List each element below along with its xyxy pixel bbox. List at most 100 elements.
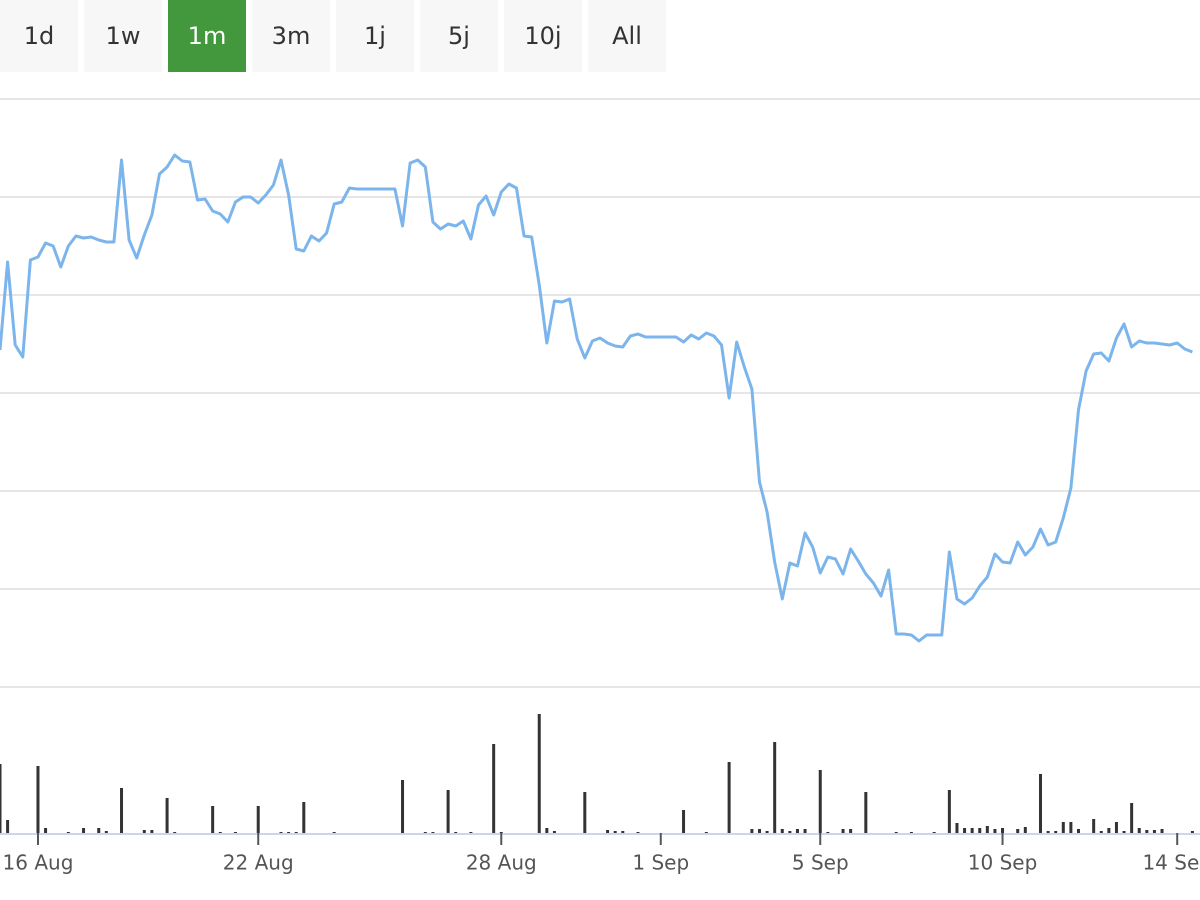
volume-bar [446, 790, 450, 833]
volume-bar [1137, 828, 1141, 833]
volume-bar [499, 832, 503, 833]
volume-bar [211, 806, 215, 833]
x-tick-label: 5 Sep [792, 851, 849, 875]
volume-bar [621, 831, 625, 833]
volume-bar [82, 828, 86, 833]
volume-bar [1152, 830, 1156, 833]
volume-bar [970, 828, 974, 833]
x-tick-label: 10 Sep [968, 851, 1038, 875]
x-tick-label: 22 Aug [223, 851, 294, 875]
volume-bar [431, 832, 435, 833]
volume-bar [1069, 822, 1073, 833]
volume-bar [1023, 827, 1027, 833]
volume-bar [1054, 831, 1058, 833]
price-line [0, 153, 1193, 643]
volume-bar [636, 832, 640, 833]
volume-bar [1076, 829, 1080, 833]
x-tick-label: 1 Sep [632, 851, 689, 875]
volume-bar [993, 829, 997, 833]
volume-bar [849, 829, 853, 833]
volume-bar [302, 802, 306, 833]
volume-bar [963, 828, 967, 833]
volume-bar [704, 832, 708, 833]
volume-bar [294, 832, 298, 833]
volume-bar [1107, 828, 1111, 833]
volume-bar [795, 829, 799, 833]
volume-bar [978, 828, 982, 833]
volume-bar [606, 830, 610, 833]
volume-bar [44, 828, 48, 833]
volume-bar [1001, 828, 1005, 833]
volume-bar [423, 832, 427, 833]
range-button[interactable]: 10j [504, 0, 582, 72]
volume-bar [1061, 822, 1065, 833]
volume-bar [6, 820, 10, 833]
volume-bar [750, 829, 754, 833]
volume-bar [150, 830, 154, 833]
volume-bar [955, 823, 959, 833]
volume-bar [765, 831, 769, 833]
volume-bar [279, 832, 283, 833]
range-button[interactable]: All [588, 0, 666, 72]
volume-bar [332, 832, 336, 833]
range-button[interactable]: 1d [0, 0, 78, 72]
volume-bar [142, 830, 146, 833]
volume-bar [218, 832, 222, 833]
volume-bar [1046, 831, 1050, 833]
volume-bar [1016, 829, 1020, 833]
volume-bar [1130, 803, 1134, 833]
volume-bar [545, 828, 549, 833]
volume-bar [256, 806, 260, 833]
volume-bar [803, 829, 807, 833]
volume-bar [233, 832, 237, 833]
volume-bar [1145, 830, 1149, 833]
volume-bar [97, 828, 101, 833]
volume-bar [173, 832, 177, 833]
volume-bar [401, 780, 405, 833]
volume-bar [0, 764, 2, 833]
volume-bar [864, 792, 868, 833]
volume-bar [1190, 831, 1194, 833]
volume-bar [537, 714, 541, 833]
volume-bar [104, 831, 108, 833]
volume-bar [583, 792, 587, 833]
volume-bar [757, 829, 761, 833]
volume-bar [1099, 831, 1103, 833]
volume-bar [454, 832, 458, 833]
volume-bar [1122, 831, 1126, 833]
range-button[interactable]: 1j [336, 0, 414, 72]
x-tick-label: 16 Aug [3, 851, 74, 875]
volume-bar [894, 832, 898, 833]
volume-bar [1092, 819, 1096, 833]
volume-bar [287, 832, 291, 833]
range-button[interactable]: 3m [252, 0, 330, 72]
x-tick-label: 14 Sep [1142, 851, 1200, 875]
volume-bar [788, 831, 792, 833]
volume-bar [841, 829, 845, 833]
volume-bar [66, 832, 70, 833]
volume-bar [120, 788, 124, 833]
volume-bar [932, 832, 936, 833]
x-tick-label: 28 Aug [466, 851, 537, 875]
volume-bar [613, 831, 617, 833]
range-button[interactable]: 5j [420, 0, 498, 72]
range-button[interactable]: 1w [84, 0, 162, 72]
volume-bar [780, 829, 784, 833]
volume-bar [727, 762, 731, 833]
volume-bar [492, 744, 496, 833]
volume-bar [682, 810, 686, 833]
volume-bar [985, 826, 989, 833]
volume-bar [826, 832, 830, 833]
volume-bar [165, 798, 169, 833]
volume-bar [552, 831, 556, 833]
volume-bar [469, 832, 473, 833]
volume-bar [818, 770, 822, 833]
range-button[interactable]: 1m [168, 0, 246, 72]
volume-bar [773, 742, 777, 833]
volume-bar [1160, 829, 1164, 833]
volume-bar [947, 790, 951, 833]
volume-bar [1039, 774, 1043, 833]
volume-bar [1114, 822, 1118, 833]
